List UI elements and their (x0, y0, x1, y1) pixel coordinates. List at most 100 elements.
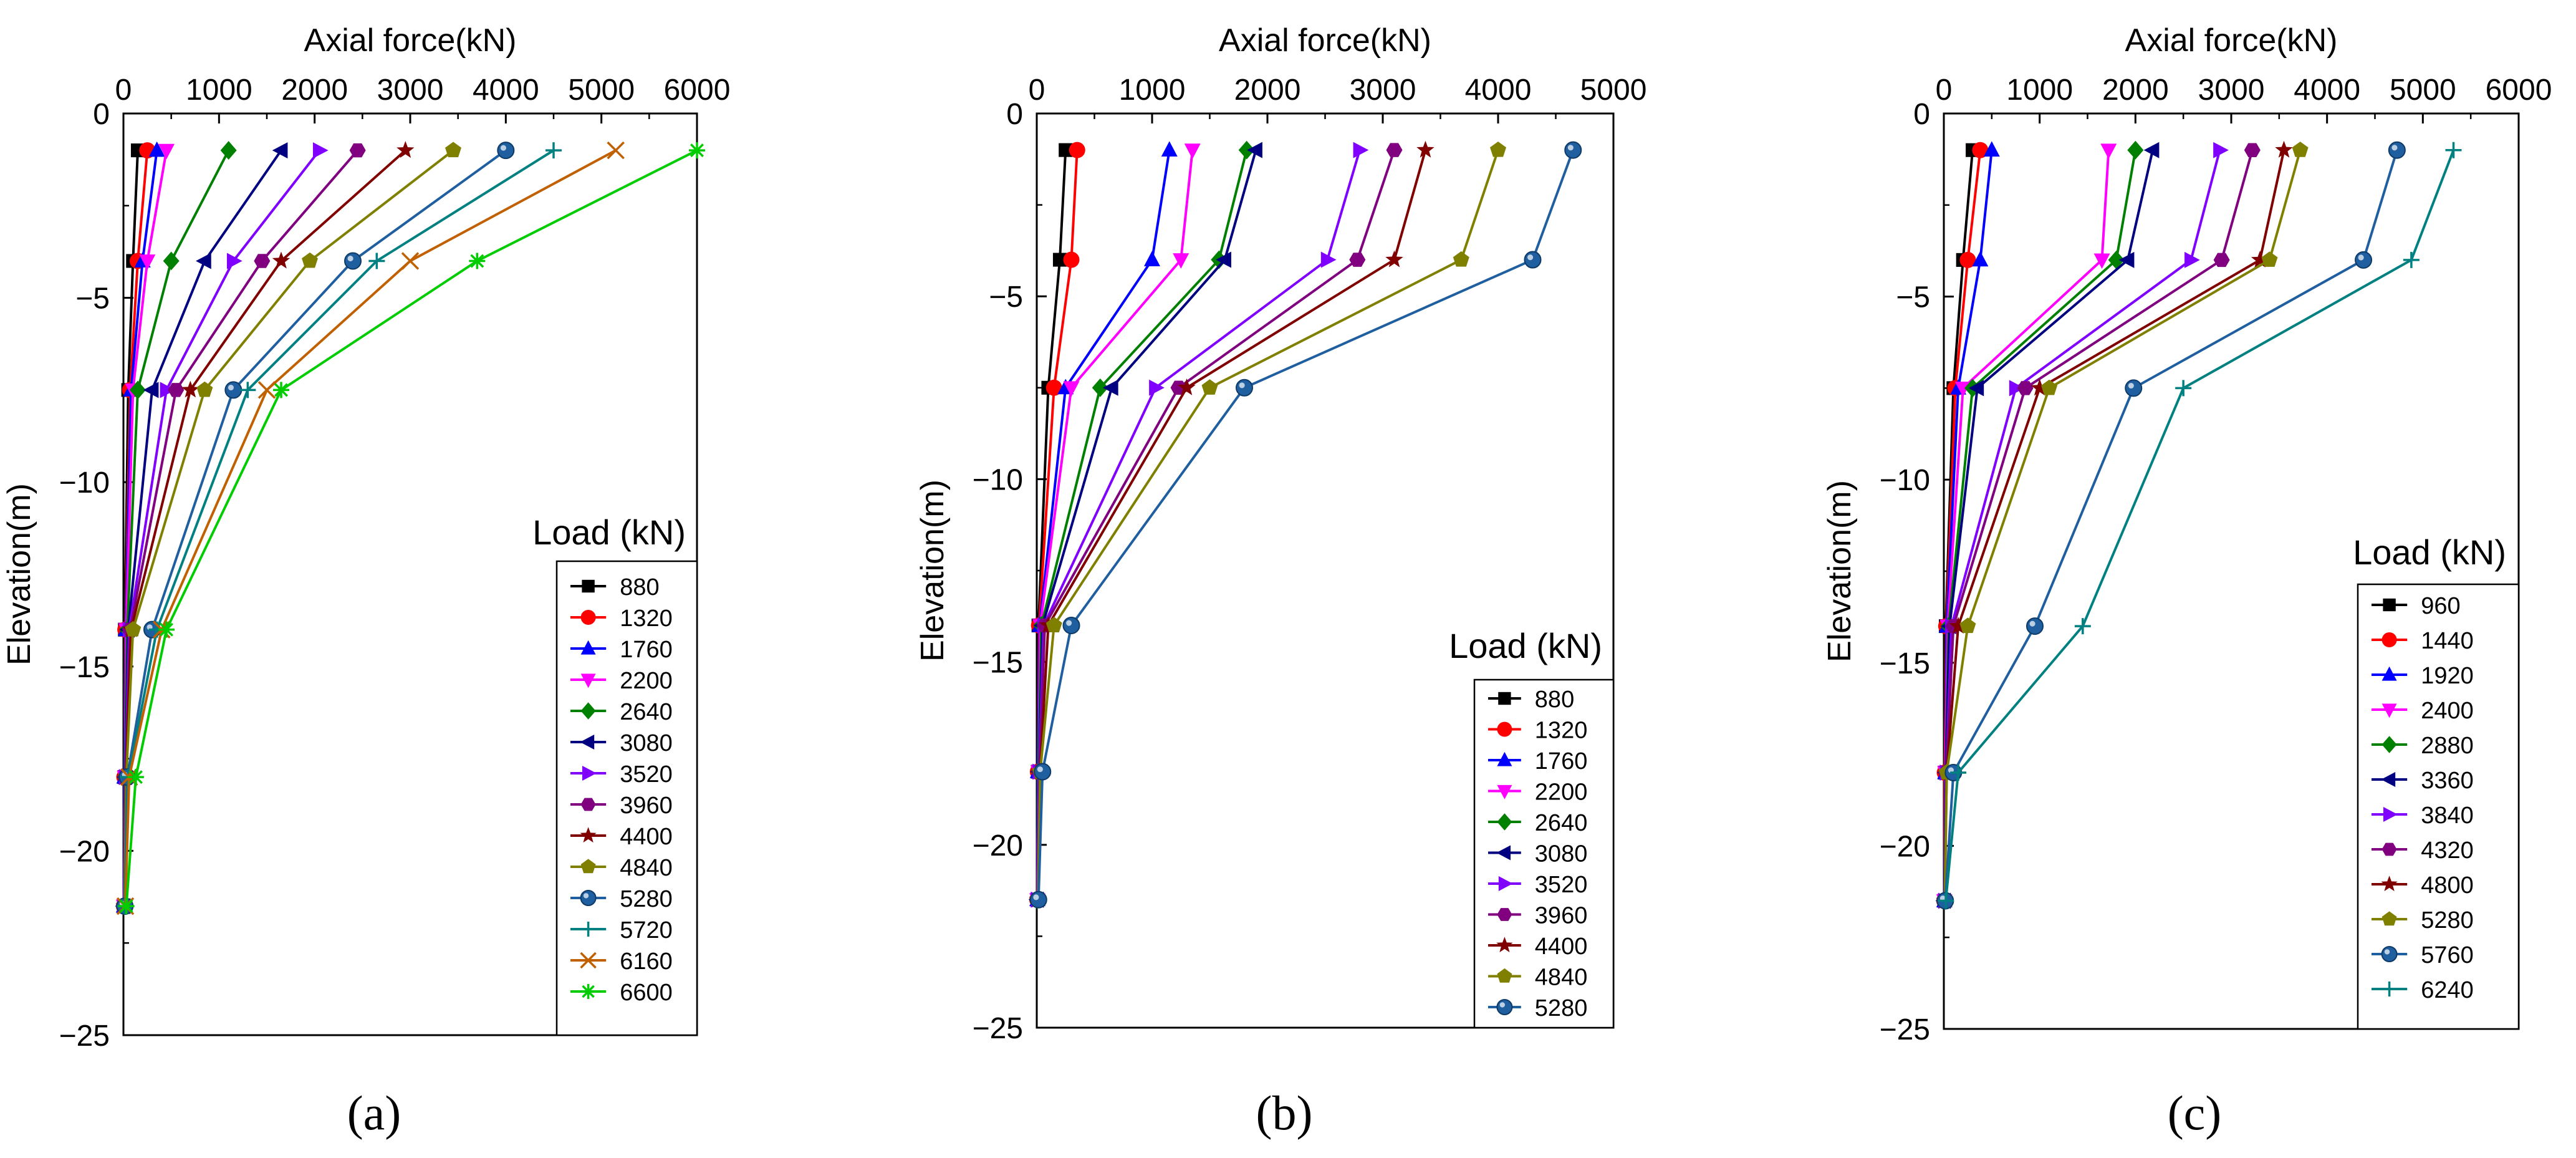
panel-a-legend-marker (580, 702, 596, 720)
panel-c-legend-marker (2381, 632, 2397, 647)
panel-b-data-point (1201, 379, 1218, 395)
panel-b-data-point (1034, 763, 1052, 781)
panel-a-data-point (312, 142, 329, 159)
panel-a-legend-marker (580, 890, 597, 906)
panel-c-data-point (2074, 618, 2091, 635)
panel-a-legend-label: 5720 (620, 917, 673, 943)
panel-c-legend-marker (2381, 911, 2397, 926)
panel-b-data-point (1385, 250, 1403, 268)
panel-b-legend-marker (1496, 845, 1511, 861)
panel-c-legend-marker (2381, 842, 2397, 856)
panel-b-y-tick-label: −5 (989, 281, 1023, 314)
panel-c-legend-marker (2381, 736, 2397, 753)
panel-c-data-point (2388, 141, 2406, 159)
panel-a-data-point (158, 143, 175, 160)
panel-a-data-point (163, 251, 180, 271)
panel-c-y-tick-label: −10 (1880, 464, 1930, 497)
panel-b-data-point (1092, 378, 1108, 397)
panel-c-legend-label: 5760 (2421, 942, 2474, 968)
panel-a-data-point (239, 382, 256, 398)
panel-a-x-tick-label: 5000 (568, 74, 635, 107)
panel-a-legend-label: 3960 (620, 793, 673, 819)
panel-a-data-point-highlight (347, 256, 353, 262)
panel-b-legend-title: Load (kN) (1449, 626, 1602, 665)
panel-c-y-tick-label: −5 (1896, 281, 1930, 314)
panel-b-legend-label: 5280 (1535, 995, 1588, 1021)
panel-b-data-point-highlight (1066, 620, 1072, 626)
panel-b-legend-label: 4840 (1535, 965, 1588, 991)
panel-b-data-point (1236, 379, 1253, 397)
panel-a-legend-marker (580, 798, 596, 811)
panel-a-legend-marker (580, 610, 596, 625)
panel-b-data-point (1173, 253, 1189, 269)
panel-b-data-point (1045, 379, 1062, 396)
panel-a-legend-label: 880 (620, 574, 659, 601)
panel-a-legend-marker (580, 640, 596, 655)
panel-b-y-tick-label: −15 (973, 647, 1023, 680)
panel-c-x-tick-label: 5000 (2390, 74, 2456, 107)
panel-b-legend-label: 4400 (1535, 934, 1588, 960)
panel-b-y-tick-label: −10 (973, 463, 1023, 496)
panel-c-data-point (2292, 142, 2309, 157)
panel-a-legend-label: 1760 (620, 637, 673, 663)
panel-a-legend-label: 2640 (620, 699, 673, 725)
panel-a-legend-marker (580, 735, 595, 750)
panel-b-data-point (1069, 142, 1085, 158)
panel-a-legend-label: 4840 (620, 855, 673, 881)
panel-c-data-point-highlight (2128, 382, 2134, 389)
panel-b-legend-marker (1496, 937, 1513, 953)
panel-c-data-point (1950, 764, 1967, 781)
panel-label-a: (a) (347, 1086, 401, 1140)
panel-b-data-point (1564, 141, 1582, 159)
panel-c-data-point (2125, 379, 2143, 397)
panel-c-data-point (1968, 380, 1984, 397)
panel-c-data-point (2031, 379, 2049, 396)
panel-b-x-tick-label: 5000 (1580, 74, 1647, 107)
panel-b-legend-marker (1497, 751, 1512, 766)
panel-c-legend-label: 4800 (2421, 872, 2474, 899)
panel-a-y-axis-title: Elevation(m) (1, 483, 37, 665)
panel-b-data-point (1029, 890, 1047, 909)
panel-b-y-tick-label: −20 (973, 829, 1023, 862)
panel-b-data-point (1490, 141, 1506, 157)
panel-a-series-line (124, 149, 617, 907)
panel-b-series-line (1037, 149, 1575, 900)
panel-c-legend-label: 6240 (2421, 977, 2474, 1003)
panel-c-legend-marker (2381, 772, 2396, 787)
panel-c-x-tick-label: 0 (1936, 74, 1953, 107)
panel-a-legend-marker (580, 673, 596, 688)
panel-a-legend-label: 1320 (620, 606, 673, 632)
panel-a-legend-label: 6600 (620, 980, 673, 1006)
panel-a-data-point (272, 142, 288, 159)
panel-a-data-point (445, 142, 461, 158)
panel-b-data-point (1349, 253, 1366, 267)
panel-a-x-tick-label: 6000 (664, 74, 731, 107)
panel-a-data-point (545, 142, 562, 159)
panel-c-legend-label: 5280 (2421, 907, 2474, 934)
panel-c-data-point (2108, 250, 2125, 269)
panel-c-legend-label: 3840 (2421, 803, 2474, 829)
panel-c-x-tick-label: 1000 (2006, 74, 2073, 107)
panel-c-series-line (1944, 150, 2455, 901)
panel-b-x-axis-title: Axial force(kN) (1219, 22, 1431, 59)
panel-c-data-point (2184, 251, 2200, 268)
panel-c-x-tick-label: 6000 (2486, 74, 2552, 107)
panel-a-data-point (396, 141, 415, 158)
panel-c-data-point (2026, 617, 2044, 635)
panel-c-data-point (1959, 617, 1976, 634)
panel-a-data-point (257, 381, 276, 399)
panel-b-legend-marker-highlight (1499, 1002, 1505, 1008)
panel-a-data-point (125, 621, 142, 637)
panel-c-series-line (1943, 150, 2302, 901)
panel-c-legend-label: 1440 (2421, 628, 2474, 654)
panel-c-data-point (1972, 142, 1989, 158)
panel-b-legend-marker (1497, 721, 1512, 737)
panel-b-x-tick-label: 2000 (1234, 74, 1301, 107)
panel-a-data-point (118, 898, 135, 915)
panel-c-x-tick-label: 3000 (2198, 74, 2265, 107)
panel-a-data-point (224, 381, 243, 399)
panel-b-legend-marker (1498, 876, 1513, 891)
panel-a-data-point (469, 253, 486, 269)
panel-b-data-point (1063, 251, 1080, 268)
panel-a-legend-box (555, 560, 698, 1036)
